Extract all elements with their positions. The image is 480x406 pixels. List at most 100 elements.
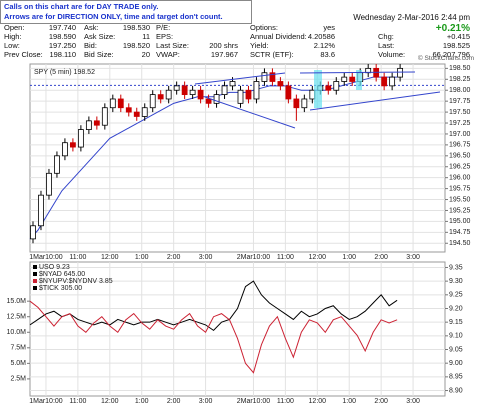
candle-body [285,85,292,100]
candle-body [269,72,276,82]
candle-body [253,81,260,100]
quote-value: yes [323,23,335,32]
quote-label: Chg: [378,32,394,41]
legend-entry: $TICK 305.00 [39,285,82,292]
quote-label: Options: [250,23,278,32]
candle-body [149,94,156,109]
quote-value: 11 [142,32,150,41]
highlight [314,70,322,108]
trend-line [204,96,296,129]
x-tick-label: 2:00 [374,398,388,405]
x-tick-label: 2:00 [167,398,181,405]
candle-body [173,85,180,91]
y2-tick-label: 5.0M [10,360,26,367]
candle-body [389,76,396,87]
quote-label: Bid Size: [84,50,114,59]
candle-body [157,94,164,100]
quote-label: Volume: [378,50,406,59]
candle-body [229,81,236,87]
trend-lines [194,70,441,129]
x-tick-label: 2Mar10:00 [237,254,271,261]
candle-body [181,85,188,96]
legend-entry: USO 9.23 [39,264,70,271]
y-tick-label: 195.00 [449,218,471,225]
x-tick-label: 2:00 [374,254,388,261]
y-tick-label: 196.25 [449,164,471,171]
y-tick-label: 9.25 [449,292,463,299]
y-tick-label: 194.75 [449,229,471,236]
candle-body [349,76,356,82]
quote-label: Yield: [250,41,269,50]
y-tick-label: 9.35 [449,264,463,271]
x-tick-label: 3:00 [199,254,213,261]
x-tick-label: 3:00 [406,254,420,261]
quote-label: Prev Close: [4,50,43,59]
x-tick-label: 11:00 [69,254,86,261]
y-tick-label: 9.20 [449,305,463,312]
quote-value: 197.967 [210,50,238,59]
quote-value: 198.590 [48,32,76,41]
y2-tick-label: 2.5M [10,376,26,383]
legend-swatch [33,279,37,283]
quote-label: Annual Dividend: [250,32,307,41]
y-tick-label: 197.00 [449,131,471,138]
candle-body [261,72,268,82]
quote-value: 197.740 [48,23,76,32]
quote-value: +0.415 [446,32,470,41]
quote-value: 2.12% [313,41,335,50]
plot-frame [29,63,446,253]
candle-body [141,107,148,117]
candle-body [205,98,212,104]
y2-tick-label: 7.5M [10,345,26,352]
y-tick-label: 195.75 [449,185,471,192]
candle-body [397,67,404,78]
line [29,300,398,374]
x-tick-label: 3:00 [199,398,213,405]
candle-body [54,155,60,174]
quote-value: 198.530 [122,23,150,32]
x-tick-label: 12:00 [101,398,119,405]
quote-label: High: [4,32,22,41]
quote-value: 198.110 [49,50,76,59]
y-tick-label: 195.50 [449,196,471,203]
candle-body [301,98,308,109]
candle-body [341,76,348,82]
candle-body [46,172,52,196]
quote-value: 66,207,796 [432,50,470,59]
candle-body [70,142,76,148]
y-tick-label: 196.00 [449,175,471,182]
candle-body [101,107,108,126]
credit: © StockCharts.com [417,55,474,62]
trend-line [299,71,416,74]
x-tick-label: 2:00 [167,254,181,261]
quote-date: Wednesday 2-Mar-2016 2:44 pm [353,13,470,22]
legend-entry: SPY (5 min) 198.52 [34,69,95,76]
y-tick-label: 194.50 [449,240,471,247]
y-tick-label: 9.05 [449,346,463,353]
quote-label: Last Size: [156,41,189,50]
quote-value: 198.520 [122,41,150,50]
y-tick-label: 195.25 [449,207,471,214]
candle-body [93,120,100,126]
legend-swatch [33,286,37,290]
candle-body [189,89,196,96]
x-tick-label: 3:00 [406,398,420,405]
quote-value: 198.525 [442,41,470,50]
quote-label: VWAP: [156,50,180,59]
x-tick-label: 11:00 [69,398,86,405]
x-tick-label: 1:00 [135,398,149,405]
candle-body [221,85,228,96]
candle-body [237,89,244,104]
y-tick-label: 196.50 [449,153,471,160]
candle-body [197,89,204,100]
candle-body [62,142,68,157]
candle-body [30,225,36,240]
y-tick-label: 197.75 [449,98,471,105]
y-tick-label: 196.75 [449,142,471,149]
y-tick-label: 197.25 [449,120,471,127]
line [29,280,398,332]
candle-body [133,111,140,117]
y-tick-label: 9.15 [449,319,463,326]
